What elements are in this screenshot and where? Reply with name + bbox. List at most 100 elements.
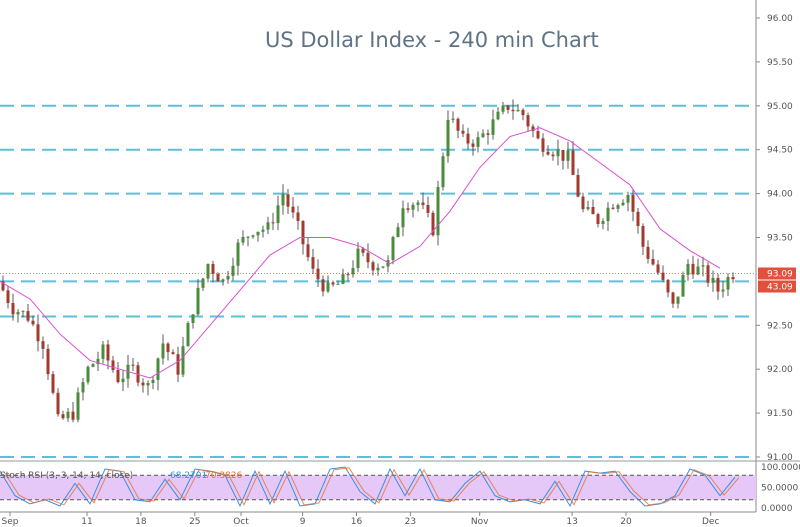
candle-body [476,137,480,147]
candle-body [636,211,640,227]
candle-body [386,260,390,267]
candle-body [466,133,470,144]
candle-body [721,289,725,292]
candle-body [436,187,440,236]
candle-body [196,287,200,315]
candle-body [31,320,35,325]
candle-body [621,202,625,206]
candle-body [451,118,455,120]
candle-body [501,105,505,112]
candle-body [201,278,205,288]
candle-body [661,272,665,280]
candle-body [271,222,275,224]
candle-body [596,214,600,224]
candle-body [406,208,410,210]
candle-body [26,311,30,321]
candle-body [716,277,720,292]
candle-body [391,237,395,261]
candle-body [421,202,425,206]
candle-body [131,364,135,366]
candle-body [171,352,175,355]
y-tick-label: 94.00 [767,190,793,200]
candle-body [311,257,315,269]
candle-body [261,229,265,232]
candle-body [66,411,70,419]
candle-body [726,277,730,290]
candle-body [276,205,280,224]
candle-body [46,348,50,375]
indicator-y-tick: 100.0000 [761,463,800,473]
y-tick-label: 95.50 [767,58,793,68]
candle-body [356,248,360,269]
candle-body [441,156,445,188]
stoch-k-line [0,466,736,508]
candle-body [681,274,685,297]
candle-body [536,131,540,139]
candle-body [686,263,690,275]
candle-body [11,303,15,315]
candle-body [576,174,580,197]
candle-body [556,149,560,157]
candle-body [56,392,60,415]
x-tick-label: 25 [189,517,200,527]
y-tick-label: 95.00 [767,102,793,112]
candle-body [481,133,485,138]
candle-body [706,265,710,283]
y-tick-label: 94.50 [767,146,793,156]
y-tick-label: 91.50 [767,409,793,419]
x-tick-label: Nov [471,517,489,527]
candle-body [6,290,10,304]
candle-body [91,364,95,367]
candle-body [671,292,675,304]
x-tick-label: Dec [702,517,719,527]
stoch-d-value: 70.3826 [205,471,242,481]
candle-body [111,360,115,370]
candle-body [516,109,520,112]
candle-body [296,212,300,221]
last-price-badge [758,267,796,280]
x-tick-label: Oct [233,517,249,527]
y-tick-label: 92.00 [767,365,793,375]
candle-body [256,231,260,236]
candle-body [341,274,345,284]
candle-body [551,154,555,157]
candle-body [711,277,715,283]
candle-body [541,138,545,152]
candle-body [591,206,595,215]
x-tick-label: Sep [2,517,19,527]
candle-body [606,207,610,222]
candle-body [226,275,230,280]
candle-body [231,265,235,276]
candle-body [41,341,45,349]
candle-body [116,369,120,383]
moving-average-line [0,127,721,379]
y-tick-label: 91.00 [767,453,793,463]
candle-body [616,205,620,209]
candle-body [301,220,305,245]
candle-body [251,235,255,237]
candle-body [426,205,430,213]
x-tick-label: 23 [405,517,416,527]
candle-body [471,143,475,147]
candle-body [246,236,250,238]
candle-body [641,226,645,247]
y-tick-label: 93.50 [767,234,793,244]
candle-body [161,343,165,359]
candle-body [61,414,65,419]
candle-body [191,314,195,324]
candle-body [146,383,150,386]
candle-body [361,248,365,253]
candle-body [396,227,400,238]
candle-body [241,236,245,243]
candle-body [76,392,80,420]
candle-body [496,111,500,120]
candle-body [601,221,605,224]
candle-body [121,378,125,383]
candle-body [656,264,660,273]
candle-body [36,324,40,342]
candle-body [486,133,490,135]
candle-body [71,411,75,420]
candle-body [306,244,310,258]
indicator-y-tick: 50.0000 [761,484,798,494]
